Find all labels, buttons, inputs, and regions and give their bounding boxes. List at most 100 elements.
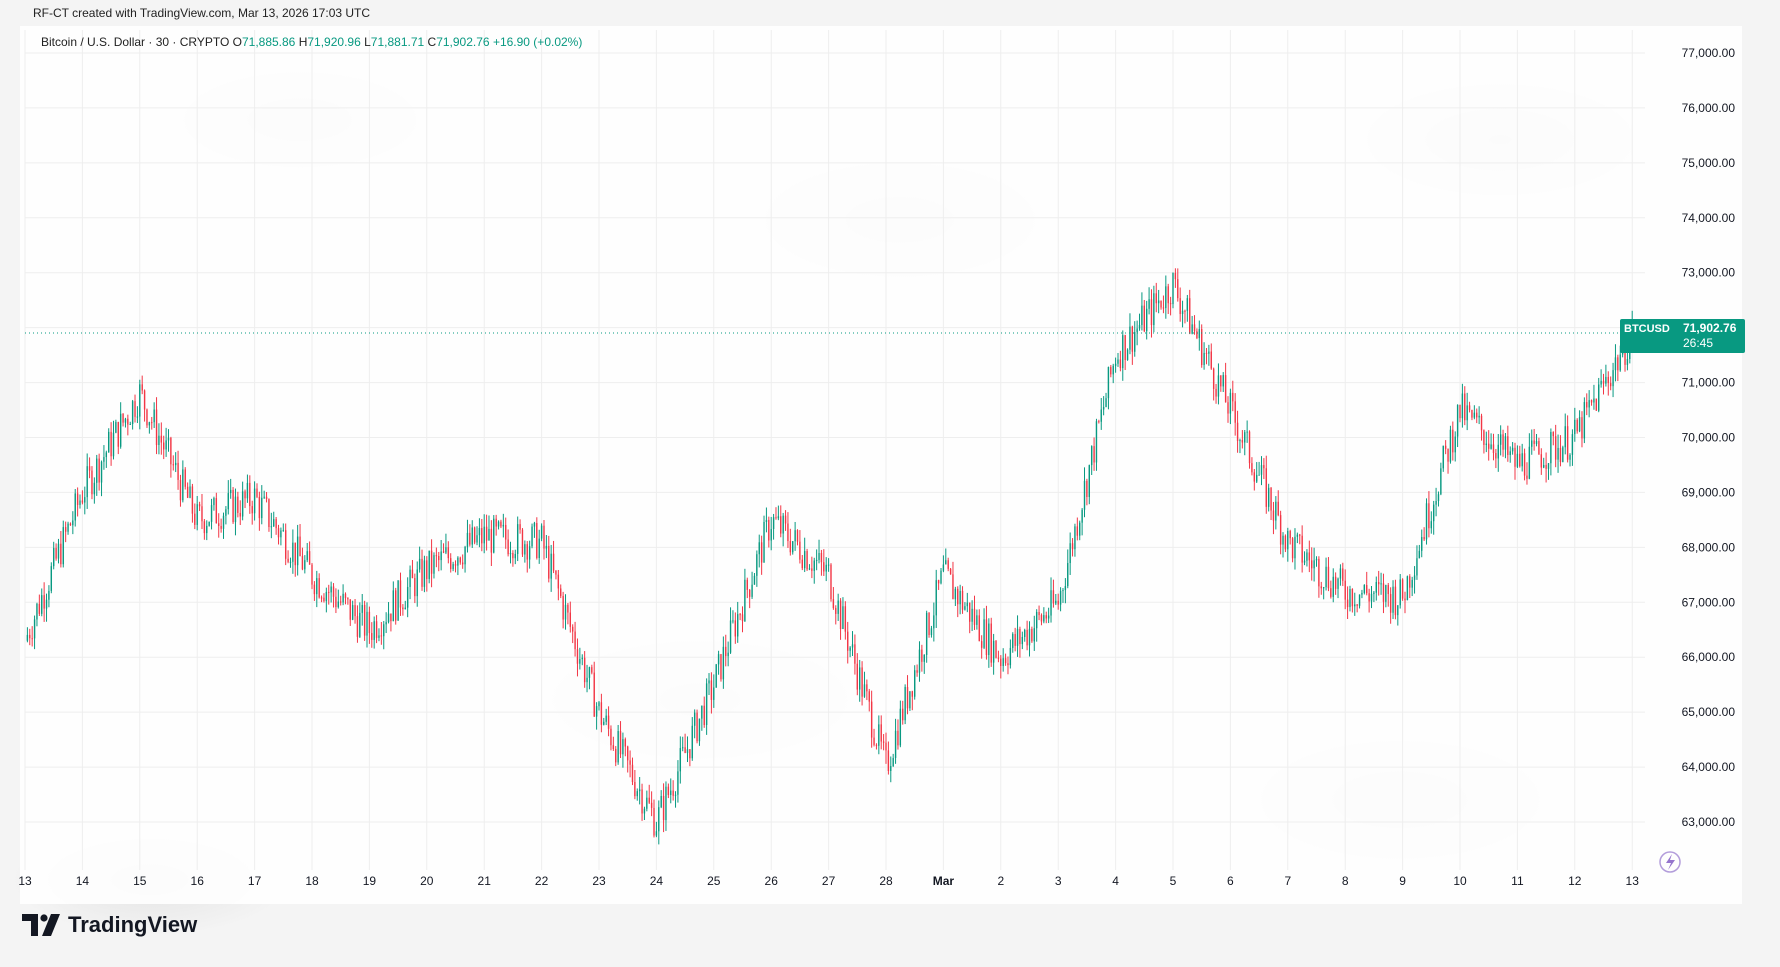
candle-body [1516,453,1519,467]
candle-body [1435,501,1437,505]
candle-body [275,519,277,529]
candle-body [1047,615,1050,619]
tradingview-brand[interactable]: TradingView [22,912,197,938]
candle-body [710,680,713,700]
candle-body [53,547,55,567]
candle-body [337,601,340,608]
candle-body [119,413,122,447]
candle-body [1626,358,1629,365]
candle-body [1344,580,1346,600]
candle-body [935,580,937,616]
chart-caption: RF-CT created with TradingView.com, Mar … [33,6,371,20]
candle-body [1521,453,1523,467]
candle-body [371,633,373,640]
candle-body [1220,375,1222,387]
candle-body [1492,444,1495,454]
candle-body [1586,402,1588,408]
x-tick-label: 14 [76,874,90,888]
candle-body [947,560,949,569]
candle-body [289,561,292,563]
candle-body [244,491,246,499]
candle-body [249,482,251,507]
candle-body [124,418,127,423]
candle-body [1468,405,1471,410]
candle-body [457,557,459,566]
candle-body [744,579,746,622]
candle-body [677,771,679,795]
candle-body [1186,298,1189,311]
candle-body [1533,440,1535,444]
chart-panel[interactable] [20,26,1742,904]
candle-body [318,578,320,598]
candle-body [1351,589,1354,607]
legend-high: 71,920.96 [307,35,361,49]
candle-body [808,568,811,570]
candle-body [1523,453,1526,476]
lightning-sparkle-icon[interactable] [1659,851,1681,873]
candle-body [1346,599,1349,608]
candle-body [720,654,722,680]
candle-body [100,461,103,483]
candle-body [1349,589,1351,608]
candle-body [406,587,409,608]
candle-body [815,559,818,561]
candle-body [229,489,232,494]
candle-body [366,611,368,636]
candle-body [954,588,957,600]
candle-body [1033,628,1035,642]
candle-body [160,435,163,443]
candle-body [1267,487,1270,507]
candle-body [210,505,213,522]
candle-body [1387,585,1389,595]
candle-body [1093,446,1095,463]
candle-body [1052,590,1055,604]
candle-body [1409,576,1411,588]
candle-body [1562,447,1564,462]
candle-body [784,515,787,524]
x-tick-label: Mar [933,874,955,888]
x-tick-label: 26 [765,874,779,888]
candle-body [978,615,980,642]
candle-body [198,504,201,507]
candle-body [610,728,612,746]
candle-body [1179,298,1181,315]
candle-body [421,558,423,587]
candle-body [847,631,849,651]
candle-body [942,564,945,571]
candle-body [1205,352,1208,354]
candle-body [299,536,301,557]
candle-body [598,702,600,707]
candle-body [134,401,136,417]
candle-body [234,496,237,523]
candle-body [1098,421,1100,423]
candle-body [208,521,210,526]
candle-body [937,580,940,584]
candle-body [1337,578,1339,589]
candle-body [1074,526,1076,550]
candle-body [1389,594,1392,613]
candle-body [552,553,555,571]
candle-body [1464,393,1466,421]
candle-body [1000,658,1002,667]
candle-body [933,615,935,629]
candle-body [722,646,725,680]
candle-body [969,602,971,622]
candle-body [344,593,347,599]
candle-body [1370,593,1373,602]
candle-body [875,744,878,746]
candle-body [995,640,997,658]
candle-body [1167,286,1169,304]
candle-body [122,413,124,423]
candle-body [524,544,526,555]
candle-body [964,606,966,610]
candle-body [1150,299,1153,326]
candle-body [495,518,497,527]
candle-body [416,569,418,597]
candle-body [428,550,430,579]
candle-body [237,496,239,513]
candle-body [789,541,792,553]
x-tick-label: 23 [592,874,606,888]
candle-body [1488,443,1490,449]
candle-body [973,608,976,625]
